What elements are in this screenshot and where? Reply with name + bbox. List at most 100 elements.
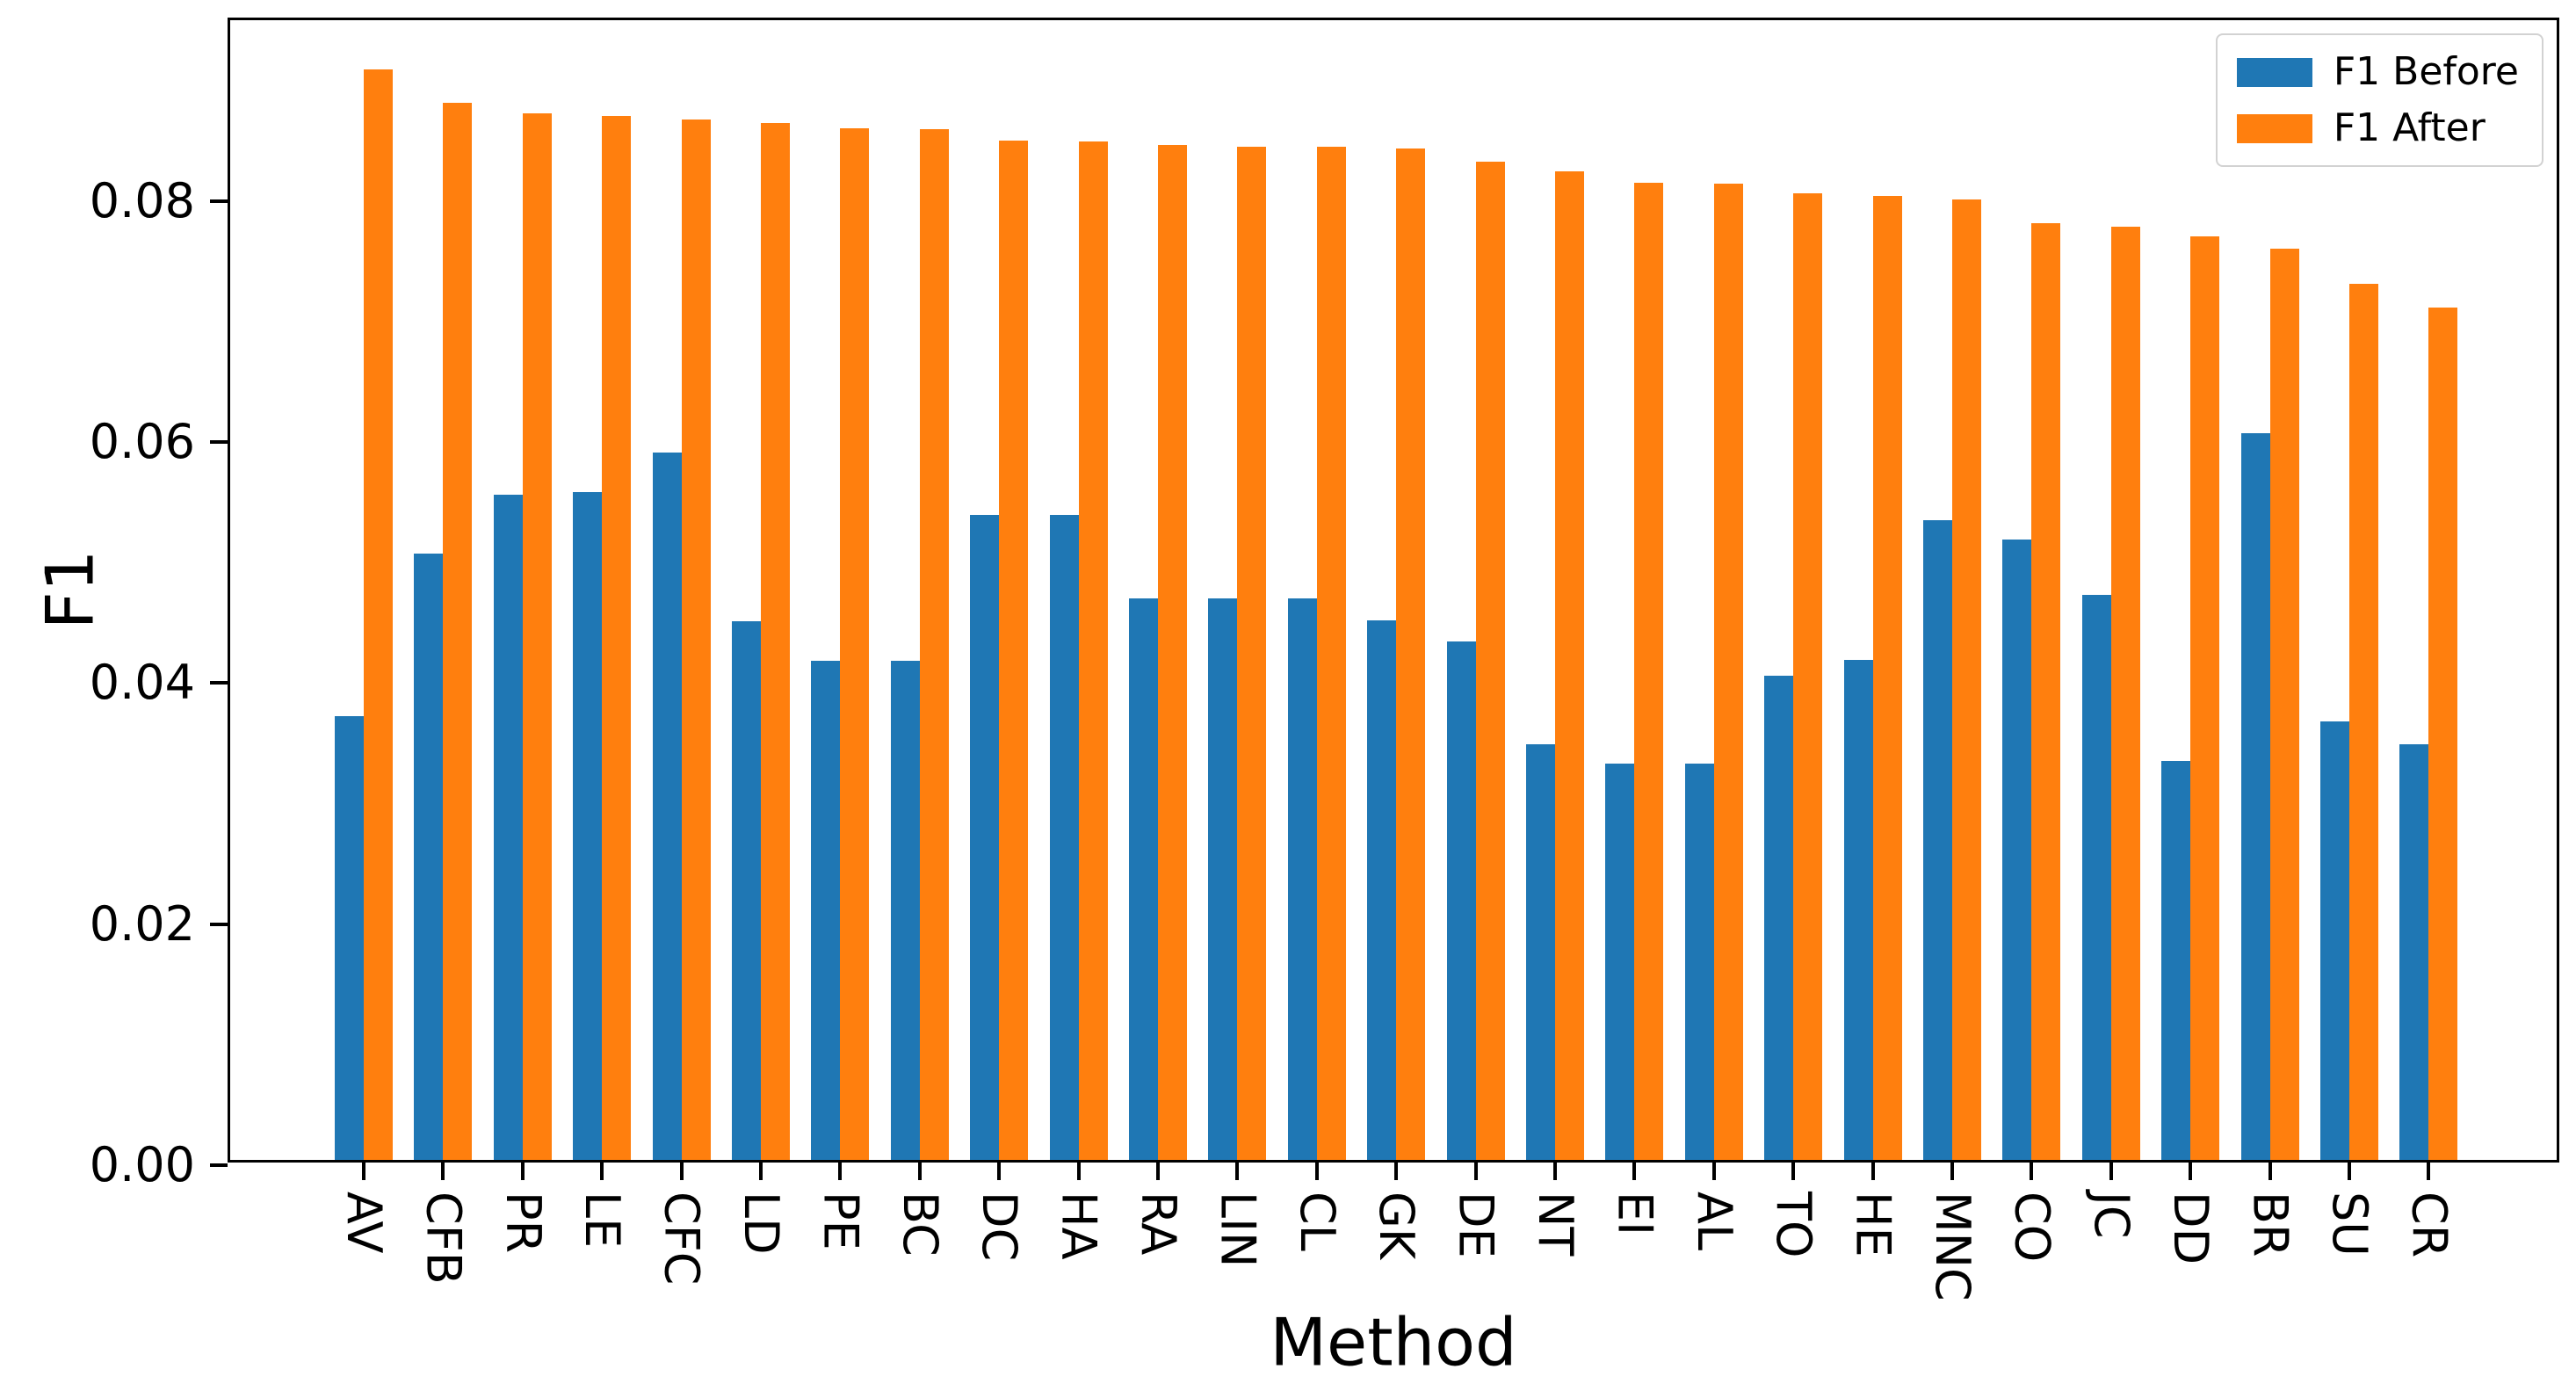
x-tick-mark-CR: [2427, 1163, 2431, 1180]
bar-f1-before-DD: [2161, 761, 2191, 1160]
x-tick-mark-NT: [1553, 1163, 1557, 1180]
x-tick-label-GK: GK: [1369, 1192, 1425, 1260]
legend: F1 Before F1 After: [2215, 33, 2543, 167]
bar-f1-after-LIN: [1237, 146, 1267, 1160]
x-tick-mark-PE: [838, 1163, 843, 1180]
x-tick-mark-CO: [2030, 1163, 2034, 1180]
x-tick-label-RA: RA: [1131, 1192, 1186, 1256]
y-tick-label-0.04: 0.04: [89, 655, 195, 711]
y-tick-label-0.02: 0.02: [89, 895, 195, 952]
bar-f1-after-GK: [1396, 149, 1426, 1160]
bar-f1-before-AL: [1684, 763, 1714, 1160]
bar-f1-before-CFB: [414, 554, 444, 1160]
x-tick-label-CO: CO: [2004, 1192, 2060, 1263]
bar-f1-after-AL: [1713, 184, 1743, 1160]
bar-f1-after-JC: [2110, 227, 2140, 1160]
x-tick-label-PR: PR: [495, 1192, 551, 1254]
x-tick-mark-JC: [2109, 1163, 2113, 1180]
x-tick-label-EI: EI: [1607, 1192, 1663, 1236]
x-tick-mark-DE: [1473, 1163, 1478, 1180]
bar-f1-after-RA: [1158, 145, 1187, 1160]
x-tick-mark-BR: [2268, 1163, 2272, 1180]
bar-f1-after-CR: [2428, 308, 2458, 1160]
bar-f1-before-LD: [732, 620, 761, 1160]
x-tick-label-LD: LD: [734, 1192, 789, 1255]
bar-f1-before-HA: [1049, 515, 1079, 1160]
bar-f1-before-DC: [970, 515, 1000, 1160]
x-tick-mark-MNC: [1950, 1163, 1954, 1180]
y-tick-label-0.08: 0.08: [89, 172, 195, 228]
x-tick-label-LE: LE: [575, 1192, 631, 1249]
x-tick-label-BR: BR: [2242, 1192, 2298, 1257]
x-tick-label-CFC: CFC: [654, 1192, 710, 1286]
bar-f1-after-LE: [602, 116, 632, 1160]
x-tick-mark-EI: [1632, 1163, 1637, 1180]
x-tick-mark-TO: [1791, 1163, 1796, 1180]
x-tick-mark-AV: [362, 1163, 365, 1180]
x-tick-mark-LD: [759, 1163, 763, 1180]
legend-label-f1-after: F1 After: [2333, 105, 2486, 150]
x-tick-mark-LIN: [1235, 1163, 1240, 1180]
bar-f1-after-HA: [1078, 141, 1108, 1160]
bar-f1-before-CFC: [652, 452, 682, 1160]
bar-f1-before-HE: [1843, 659, 1873, 1160]
x-tick-mark-LE: [600, 1163, 604, 1180]
bar-f1-after-BR: [2269, 249, 2299, 1160]
legend-item-f1-after: F1 After: [2236, 105, 2519, 150]
x-tick-label-DE: DE: [1448, 1192, 1504, 1258]
bar-f1-after-TO: [1793, 193, 1823, 1160]
bar-f1-after-MNC: [1952, 199, 1981, 1160]
x-tick-label-JC: JC: [2083, 1192, 2139, 1239]
x-tick-label-CFB: CFB: [416, 1192, 472, 1285]
legend-swatch-f1-after: [2236, 113, 2312, 143]
legend-swatch-f1-before: [2236, 57, 2312, 87]
bar-f1-before-CL: [1287, 598, 1317, 1160]
bar-f1-after-CO: [2031, 223, 2061, 1160]
y-tick-mark-0.04: [210, 681, 228, 685]
y-tick-mark-0.06: [210, 440, 228, 445]
x-tick-mark-PR: [520, 1163, 525, 1180]
x-tick-label-DD: DD: [2163, 1192, 2219, 1265]
x-tick-mark-CFC: [679, 1163, 684, 1180]
x-tick-label-AL: AL: [1686, 1192, 1742, 1251]
plot-area: F1 Before F1 After 0.00 0.02 0.04 0.06 0.08 A…: [90, 18, 2559, 1301]
y-tick-label-0.00: 0.00: [89, 1137, 195, 1192]
x-tick-mark-BC: [917, 1163, 922, 1180]
x-tick-label-MNC: MNC: [1925, 1192, 1980, 1301]
bar-f1-before-EI: [1605, 763, 1635, 1160]
bar-f1-after-CL: [1316, 146, 1346, 1160]
x-tick-label-TO: TO: [1766, 1192, 1822, 1258]
bar-f1-after-PE: [840, 127, 870, 1160]
x-tick-mark-HE: [1870, 1163, 1875, 1180]
y-tick-mark-0.08: [210, 199, 228, 203]
x-tick-label-NT: NT: [1528, 1192, 1583, 1257]
bar-f1-before-AV: [335, 716, 364, 1160]
x-tick-label-DC: DC: [972, 1192, 1028, 1262]
bar-f1-before-CO: [2002, 539, 2032, 1160]
bar-f1-after-CFC: [681, 120, 711, 1160]
bar-f1-after-DE: [1475, 162, 1505, 1160]
x-tick-mark-HA: [1076, 1163, 1081, 1180]
x-tick-mark-CL: [1314, 1163, 1319, 1180]
bar-f1-after-EI: [1634, 182, 1664, 1160]
x-tick-mark-DC: [997, 1163, 1002, 1180]
legend-item-f1-before: F1 Before: [2236, 49, 2519, 94]
bar-f1-before-PE: [811, 661, 841, 1160]
bar-f1-before-GK: [1367, 619, 1397, 1160]
x-tick-label-CR: CR: [2401, 1192, 2457, 1258]
bar-f1-before-SU: [2320, 721, 2349, 1160]
legend-label-f1-before: F1 Before: [2333, 49, 2519, 94]
x-tick-label-AV: AV: [336, 1192, 392, 1254]
x-tick-label-PE: PE: [813, 1192, 869, 1250]
bar-f1-after-CFB: [443, 103, 473, 1160]
x-tick-mark-SU: [2348, 1163, 2351, 1180]
x-tick-label-BC: BC: [892, 1192, 948, 1257]
x-axis-title: Method: [1270, 1303, 1517, 1381]
x-tick-label-HE: HE: [1845, 1192, 1901, 1257]
x-tick-mark-RA: [1156, 1163, 1160, 1180]
bar-f1-before-JC: [2081, 594, 2111, 1160]
bar-f1-after-NT: [1555, 171, 1584, 1160]
x-tick-mark-GK: [1394, 1163, 1399, 1180]
bar-f1-before-MNC: [1923, 519, 1952, 1160]
